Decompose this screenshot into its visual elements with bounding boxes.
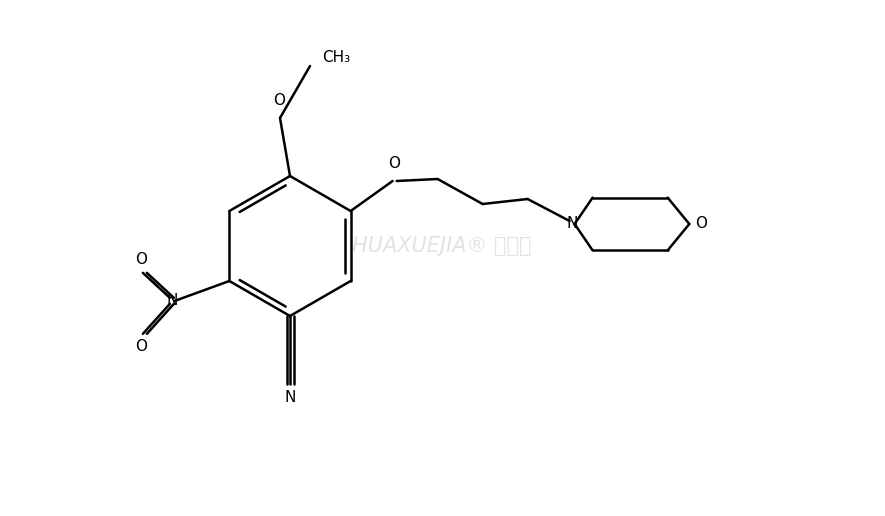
Text: O: O [696, 217, 707, 232]
Text: O: O [273, 93, 285, 108]
Text: N: N [284, 390, 296, 405]
Text: CH₃: CH₃ [322, 51, 350, 66]
Text: O: O [135, 340, 147, 354]
Text: N: N [166, 293, 178, 309]
Text: N: N [567, 217, 578, 232]
Text: O: O [135, 252, 147, 267]
Text: O: O [389, 156, 401, 171]
Text: HUAXUEJIA® 化学加: HUAXUEJIA® 化学加 [352, 236, 532, 256]
